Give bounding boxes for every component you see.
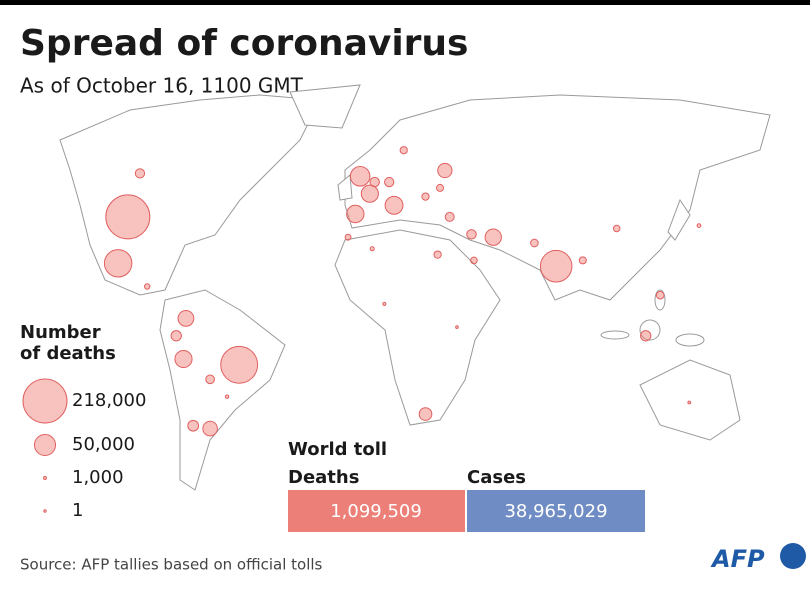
legend-label: 1 (72, 500, 83, 521)
death-bubble (418, 407, 433, 421)
death-bubble (484, 228, 502, 246)
cases-total: 38,965,029 (504, 501, 607, 522)
legend-title: Number (20, 322, 101, 343)
death-bubble (578, 256, 587, 265)
logo-globe (780, 543, 806, 569)
death-bubble (421, 192, 430, 201)
legend-title: of deaths (20, 343, 116, 364)
death-bubble (177, 310, 195, 327)
death-bubble (349, 166, 371, 187)
death-bubble (530, 238, 539, 248)
cases-label: Cases (467, 467, 526, 488)
death-bubble (384, 195, 404, 215)
death-bubble (466, 229, 477, 240)
legend-label: 50,000 (72, 434, 135, 455)
death-bubble (437, 162, 453, 179)
title: Spread of coronavirus (20, 23, 469, 64)
death-bubble (384, 176, 395, 188)
death-bubble (224, 394, 230, 399)
death-bubble (105, 194, 151, 240)
top-rule (0, 0, 810, 5)
legend-bubble (43, 476, 47, 480)
death-bubble (687, 400, 692, 405)
death-bubble (174, 349, 193, 369)
death-bubble (655, 290, 665, 300)
deaths-total: 1,099,509 (330, 501, 422, 522)
death-bubble (344, 233, 352, 241)
cases-box (467, 490, 645, 532)
death-bubble (205, 374, 215, 385)
deaths-label: Deaths (288, 467, 359, 488)
death-bubble (360, 184, 379, 203)
death-bubble (220, 345, 259, 384)
deaths-box (288, 490, 465, 532)
death-bubble (187, 419, 200, 432)
source: Source: AFP tallies based on official to… (20, 556, 323, 574)
legend-bubble (22, 378, 68, 424)
death-bubble (640, 330, 652, 342)
death-bubble (369, 176, 380, 188)
death-bubble (539, 249, 573, 283)
death-bubble (103, 249, 133, 278)
legend-bubble (43, 509, 47, 513)
bubble-layer (103, 146, 702, 437)
death-bubble (470, 256, 478, 265)
death-bubble (696, 223, 702, 228)
death-bubble (444, 211, 455, 222)
death-bubble (346, 204, 365, 224)
legend-label: 218,000 (72, 390, 146, 411)
death-bubble (134, 168, 146, 179)
death-bubble (202, 420, 218, 437)
legend-bubble (33, 433, 57, 457)
toll-title: World toll (288, 439, 387, 460)
death-bubble (436, 183, 445, 192)
legend: 218,000 50,000 1,000 1 (22, 378, 146, 521)
death-bubble (369, 246, 375, 252)
death-bubble (170, 330, 182, 342)
death-bubble (612, 224, 621, 233)
death-bubble (455, 325, 459, 329)
legend-label: 1,000 (72, 467, 124, 488)
logo: AFP (710, 545, 765, 573)
subtitle: As of October 16, 1100 GMT (20, 74, 304, 98)
world-map (59, 84, 771, 491)
death-bubble (143, 283, 151, 290)
death-bubble (382, 301, 387, 306)
death-bubble (399, 146, 408, 155)
death-bubble (433, 250, 442, 259)
